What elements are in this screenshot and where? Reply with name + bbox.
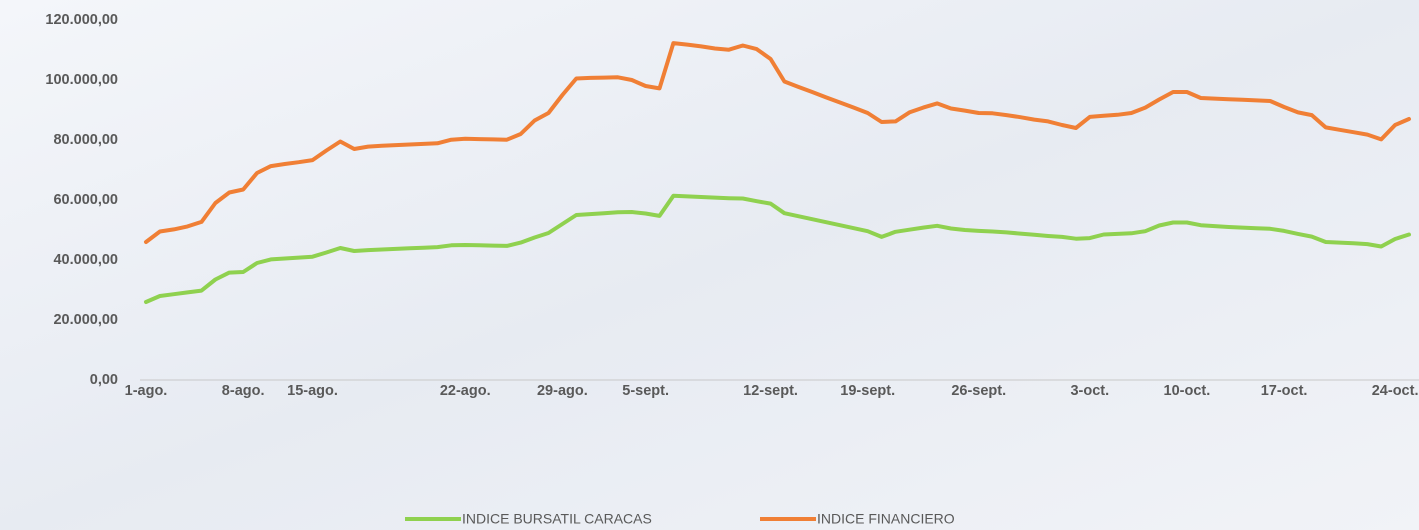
x-tick-label: 17-oct. [1261,383,1308,399]
legend-label: INDICE FINANCIERO [817,511,955,527]
x-tick-label: 3-oct. [1070,383,1109,399]
y-tick-label: 40.000,00 [53,252,118,268]
x-tick-label: 29-ago. [537,383,588,399]
y-tick-label: 100.000,00 [45,72,118,88]
x-tick-label: 26-sept. [951,383,1006,399]
y-tick-label: 80.000,00 [53,132,118,148]
x-tick-label: 19-sept. [840,383,895,399]
y-tick-label: 20.000,00 [53,312,118,328]
x-tick-label: 5-sept. [622,383,669,399]
y-tick-label: 0,00 [90,372,118,388]
x-tick-label: 15-ago. [287,383,338,399]
x-tick-label: 1-ago. [125,383,168,399]
y-tick-label: 120.000,00 [45,12,118,28]
legend-label: INDICE BURSATIL CARACAS [462,511,652,527]
x-tick-label: 10-oct. [1164,383,1211,399]
x-tick-label: 22-ago. [440,383,491,399]
x-tick-label: 12-sept. [743,383,798,399]
background [0,0,1419,530]
y-tick-label: 60.000,00 [53,192,118,208]
chart: 0,00 20.000,00 40.000,00 60.000,00 80.000,00… [0,0,1419,530]
x-tick-label: 8-ago. [222,383,265,399]
x-tick-label: 24-oct. [1372,383,1419,399]
